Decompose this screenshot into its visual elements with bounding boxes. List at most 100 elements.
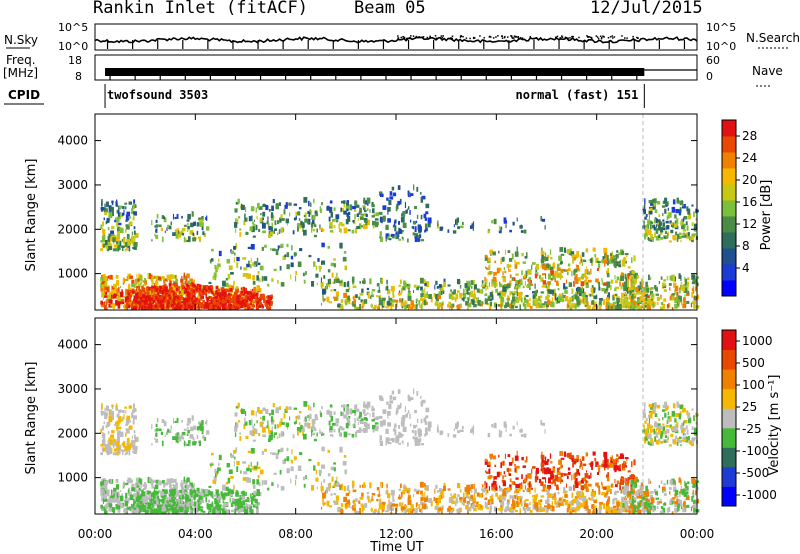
velocity-cell [206,503,209,508]
velocity-cell [112,411,114,418]
power-cell [241,301,245,305]
power-cell [669,212,672,218]
power-cell [635,302,640,308]
power-cell [678,232,682,235]
velocity-cell [304,422,308,427]
velocity-cell [198,500,200,505]
power-cell [319,224,321,230]
power-cell [270,212,274,218]
velocity-cell [160,431,163,436]
power-cell [245,287,247,292]
power-cell [161,299,165,303]
power-cell [644,198,646,205]
power-cell [371,204,375,208]
power-cell [351,302,353,305]
power-cell [182,292,185,296]
power-cell [559,247,564,252]
velocity-cell [228,509,231,514]
velocity-cell [158,500,161,505]
power-cell [455,293,458,299]
power-cell [192,232,195,236]
power-cell [302,227,304,233]
power-cell [614,274,616,280]
power-cell [603,261,606,267]
power-cell [143,301,147,305]
power-cell [134,304,138,308]
velocity-cell [125,492,128,499]
power-cell [614,293,618,297]
power-cell [407,290,411,296]
power-cell [155,288,159,292]
power-cell [658,281,661,285]
velocity-cell [223,510,227,514]
power-cell [563,295,566,299]
power-cell [642,207,646,211]
noise-search-point [420,36,422,39]
power-cell [196,222,200,227]
power-cell [128,216,132,219]
power-cell [489,298,492,302]
power-cell [328,284,331,288]
velocity-cell [140,486,142,489]
power-cell [558,272,562,279]
power-cell [488,306,491,310]
velocity-cell [139,478,142,485]
power-cell [387,236,390,241]
power-cell [133,226,136,230]
velocity-cell [115,421,117,425]
noise-search-point [600,36,603,39]
velocity-cell [115,478,119,483]
power-cell [372,224,375,229]
velocity-cell [230,489,235,495]
velocity-cell [156,506,158,510]
velocity-cell [397,389,401,394]
velocity-cell [197,440,200,443]
power-cell [476,288,480,293]
power-cell [661,205,666,208]
power-cell [645,281,648,288]
velocity-cell [240,508,244,513]
power-cell [403,282,407,288]
power-cell [319,227,324,230]
velocity-cell [330,415,334,422]
power-cell [162,296,166,300]
power-cell [623,285,628,292]
velocity-cell [153,507,155,512]
velocity-cell [154,484,159,490]
velocity-cell [401,440,403,443]
velocity-cell [185,495,189,502]
power-cell [644,216,647,220]
power-cell [671,307,674,310]
power-cell [605,291,608,295]
power-cell [312,214,316,220]
power-cell [423,213,427,219]
power-cell [366,197,371,204]
noise-search-point [483,37,485,39]
velocity-cell [312,423,315,429]
power-cell [639,296,642,302]
power-cell [166,301,168,305]
velocity-cell [253,490,257,495]
power-cell [330,289,333,292]
power-cell [535,295,537,299]
power-cell [333,296,338,301]
velocity-cell [421,399,426,404]
power-cell [129,294,133,298]
power-cell [620,285,623,290]
velocity-cell [123,413,125,420]
velocity-cell [244,417,246,424]
power-cell [409,193,414,196]
power-cell [484,283,487,288]
power-cell [244,213,246,220]
power-cell [378,299,383,306]
velocity-cell [116,403,118,409]
velocity-cell [354,418,356,424]
power-cell [499,281,501,286]
power-cell [596,260,601,264]
power-cell [501,257,505,262]
velocity-cell [180,482,184,487]
velocity-cell [106,480,109,485]
power-cell [151,292,155,296]
power-cell [678,295,682,302]
power-cell [228,305,231,310]
